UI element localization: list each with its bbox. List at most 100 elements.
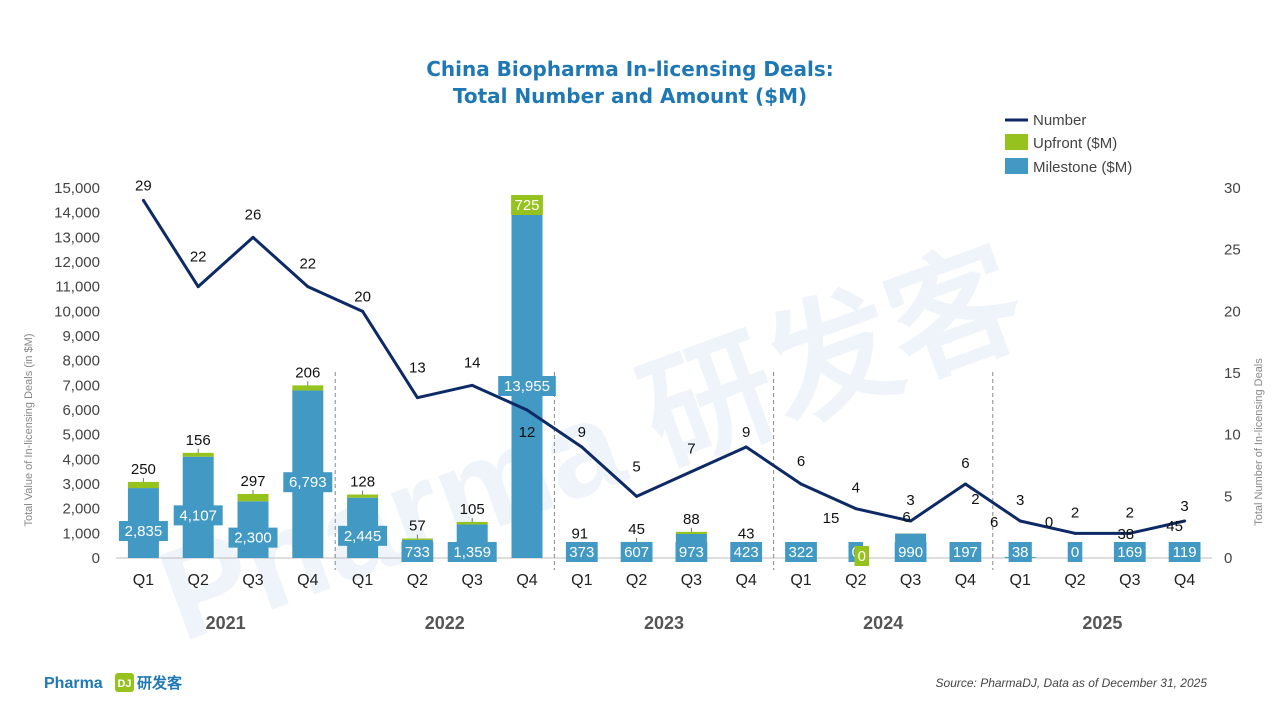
milestone-value-label: 0 [1071,544,1079,561]
y-right-tick-label: 30 [1224,180,1241,197]
number-value-label: 9 [578,424,586,441]
number-value-label: 20 [354,288,371,305]
upfront-value-label: 156 [186,432,211,449]
number-point [963,482,967,486]
number-value-label: 6 [961,455,969,472]
watermark: Pharma 研发客 [142,223,1041,669]
upfront-value-label: 88 [683,511,700,528]
pharmadj-logo: Pharma DJ 研发客 [44,673,183,692]
milestone-value-label-bg [1168,542,1201,562]
upfront-bar [675,531,707,534]
upfront-value-label: 297 [240,473,265,490]
number-point [196,285,200,289]
upfront-bar [401,538,433,540]
number-value-label: 13 [409,360,426,377]
milestone-value-label: 373 [569,544,594,561]
y-left-tick-label: 12,000 [54,254,100,271]
number-value-label: 7 [687,441,695,458]
number-value-label: 2 [1126,504,1134,521]
milestone-value-label: 2,445 [344,528,382,545]
y-left-axis-title: Total Value of In-licensing Deals (in $M… [23,334,35,527]
number-point [799,482,803,486]
y-right-tick-label: 10 [1224,427,1241,444]
chart-title-line2: Total Number and Amount ($M) [453,84,807,108]
number-value-label: 3 [1016,492,1024,509]
quarter-label: Q2 [188,572,209,589]
milestone-value-label: 6,793 [289,474,327,491]
quarter-label: Q1 [571,572,592,589]
upfront-bar [237,493,269,502]
y-left-tick-label: 6,000 [62,402,100,419]
year-label: 2025 [1082,613,1122,633]
milestone-value-label: 4,107 [179,507,217,524]
number-value-label: 3 [906,492,914,509]
number-value-label: 22 [299,256,316,273]
milestone-value-label: 973 [679,544,704,561]
milestone-value-label-bg [173,505,223,526]
milestone-value-label: 2,300 [234,530,272,547]
milestone-value-label-bg [1008,542,1032,562]
number-point [635,494,639,498]
number-point [909,519,913,523]
number-point [689,470,693,474]
year-label: 2022 [425,613,465,633]
milestone-value-label-bg [949,542,982,562]
quarter-label: Q3 [462,572,483,589]
milestone-value-label: 169 [1117,544,1142,561]
milestone-value-label-bg [1067,542,1083,562]
number-value-label: 22 [190,249,207,266]
upfront-value-label: 43 [738,526,755,543]
milestone-value-label: 38 [1012,544,1029,561]
milestone-value-label: 13,955 [504,378,550,395]
milestone-value-label-bg [401,542,434,562]
number-point [251,235,255,239]
number-point [744,445,748,449]
logo-suffix: 研发客 [137,674,183,692]
upfront-bar [182,452,214,457]
upfront-bar [456,521,488,525]
quarter-label: Q3 [242,572,263,589]
upfront-value-label: 45 [1166,518,1183,535]
upfront-value-label-bg [854,546,870,566]
number-value-label: 5 [632,458,640,475]
upfront-value-label: 38 [1117,526,1134,543]
upfront-bar [347,494,379,498]
number-point [854,507,858,511]
upfront-bar [292,385,324,391]
upfront-value-label: 0 [858,548,866,565]
milestone-value-label-bg [283,472,333,493]
y-right-tick-label: 15 [1224,365,1241,382]
legend-milestone-label: Milestone ($M) [1033,159,1132,176]
number-point [1073,531,1077,535]
quarter-label: Q4 [1174,572,1195,589]
y-right-axis-title: Total Number of In-licensing Deals [1253,358,1265,526]
number-point [415,396,419,400]
milestone-value-label-bg [228,527,278,548]
number-point [306,285,310,289]
logo-mark-text: DJ [117,678,131,690]
number-point [470,383,474,387]
y-right-tick-label: 0 [1224,550,1232,567]
milestone-value-label-bg [894,542,927,562]
y-left-tick-label: 9,000 [62,328,100,345]
quarter-label: Q2 [1064,572,1085,589]
logo-text: Pharma [44,675,103,692]
y-left-tick-label: 2,000 [62,501,100,518]
milestone-value-label-bg [118,521,168,542]
milestone-value-label: 1,359 [453,544,491,561]
y-left-tick-label: 14,000 [54,205,100,222]
quarter-label: Q4 [955,572,976,589]
number-value-label: 2 [1071,504,1079,521]
upfront-value-label: 57 [409,518,426,535]
quarter-label: Q1 [133,572,154,589]
watermark-text: Pharma 研发客 [142,223,1041,669]
number-point [1128,531,1132,535]
milestone-value-label: 197 [953,544,978,561]
upfront-value-label: 725 [514,197,539,214]
y-left-tick-label: 0 [92,550,100,567]
number-value-label: 6 [797,453,805,470]
logo-mark-icon [115,673,134,692]
legend-upfront-swatch [1005,134,1028,150]
